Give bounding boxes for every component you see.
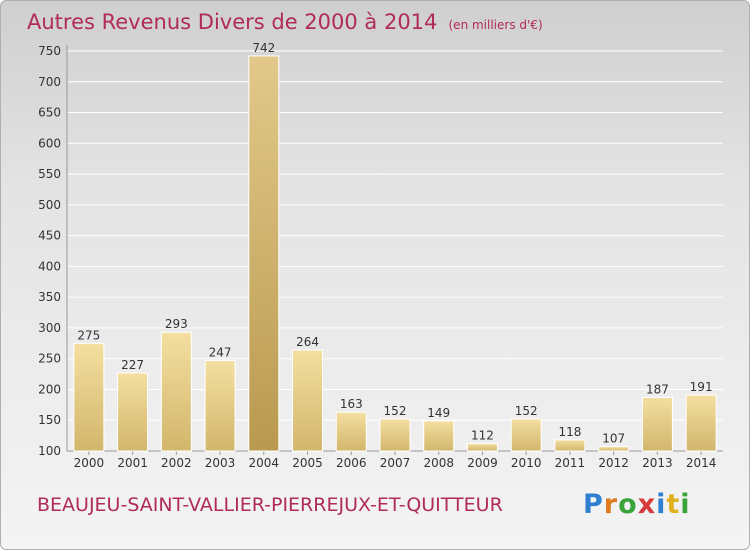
bar-2010 <box>510 418 542 452</box>
x-tick-label-2009: 2009 <box>467 456 498 470</box>
logo-letter: i <box>680 489 691 520</box>
bar-2014 <box>685 394 717 452</box>
data-label-2001: 227 <box>121 358 144 372</box>
y-tick-label: 200 <box>38 382 61 396</box>
y-tick-label: 700 <box>38 75 61 89</box>
x-tick-label-2010: 2010 <box>511 456 542 470</box>
data-label-2003: 247 <box>209 346 232 360</box>
bar-2002 <box>160 331 192 452</box>
y-tick-label: 100 <box>38 444 61 458</box>
y-tick-label: 450 <box>38 229 61 243</box>
x-tick-label-2006: 2006 <box>336 456 367 470</box>
x-tick-label-2005: 2005 <box>292 456 323 470</box>
bar-2007 <box>379 418 411 452</box>
data-label-2007: 152 <box>384 404 407 418</box>
x-tick-label-2000: 2000 <box>74 456 105 470</box>
bar-2012 <box>598 446 630 452</box>
x-tick-label-2004: 2004 <box>249 456 280 470</box>
data-label-2013: 187 <box>646 382 669 396</box>
x-tick-label-2003: 2003 <box>205 456 236 470</box>
data-label-2008: 149 <box>427 406 450 420</box>
commune-name: BEAUJEU-SAINT-VALLIER-PIERREJUX-ET-QUITT… <box>37 494 503 516</box>
bar-2005 <box>292 349 324 452</box>
data-label-2009: 112 <box>471 429 494 443</box>
chart-title-block: Autres Revenus Divers de 2000 à 2014 (en… <box>27 10 543 34</box>
data-label-2010: 152 <box>515 404 538 418</box>
y-tick-label: 650 <box>38 106 61 120</box>
y-tick-label: 500 <box>38 198 61 212</box>
data-label-2014: 191 <box>690 380 713 394</box>
x-tick-label-2012: 2012 <box>598 456 629 470</box>
bar-2000 <box>73 342 105 452</box>
y-tick-label: 150 <box>38 413 61 427</box>
bar-2006 <box>335 411 367 452</box>
bar-2003 <box>204 360 236 452</box>
x-tick-label-2013: 2013 <box>642 456 673 470</box>
y-tick-label: 400 <box>38 259 61 273</box>
logo-letter: r <box>603 489 619 520</box>
logo-letter: x <box>637 489 657 520</box>
logo-letter: P <box>583 489 604 520</box>
bar-2004 <box>248 55 280 452</box>
x-tick-label-2001: 2001 <box>117 456 148 470</box>
x-tick-label-2011: 2011 <box>555 456 586 470</box>
y-tick-label: 250 <box>38 352 61 366</box>
bar-2013 <box>641 396 673 452</box>
data-label-2006: 163 <box>340 397 363 411</box>
x-tick-label-2008: 2008 <box>423 456 454 470</box>
data-label-2012: 107 <box>602 432 625 446</box>
data-label-2002: 293 <box>165 317 188 331</box>
logo-letter: t <box>666 489 681 520</box>
logo-letter: o <box>618 489 638 520</box>
y-tick-label: 750 <box>38 44 61 58</box>
proxiti-logo: Proxiti <box>583 489 691 520</box>
logo-letter: i <box>656 489 667 520</box>
y-tick-label: 600 <box>38 136 61 150</box>
x-tick-label-2014: 2014 <box>686 456 717 470</box>
data-label-2011: 118 <box>558 425 581 439</box>
data-label-2000: 275 <box>77 328 100 342</box>
x-tick-label-2007: 2007 <box>380 456 411 470</box>
data-label-2004: 742 <box>252 41 275 55</box>
bar-2001 <box>117 372 149 452</box>
chart-title: Autres Revenus Divers de 2000 à 2014 <box>27 10 438 34</box>
y-tick-label: 350 <box>38 290 61 304</box>
bar-2009 <box>466 443 498 452</box>
y-tick-label: 550 <box>38 167 61 181</box>
bar-2011 <box>554 439 586 452</box>
y-tick-label: 300 <box>38 321 61 335</box>
bar-2008 <box>423 420 455 452</box>
x-tick-label-2002: 2002 <box>161 456 192 470</box>
data-label-2005: 264 <box>296 335 319 349</box>
chart-unit: (en milliers d'€) <box>448 18 543 32</box>
